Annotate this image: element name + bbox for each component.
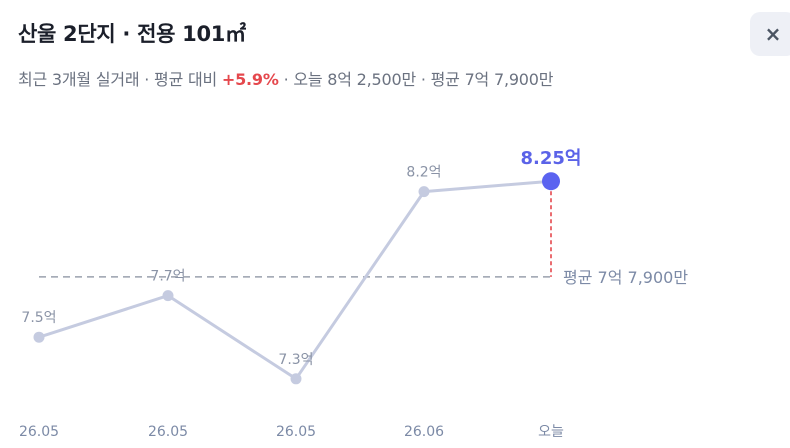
data-point [162, 290, 174, 302]
data-point [290, 373, 302, 385]
series-line [37, 179, 553, 381]
data-label: 7.3억 [278, 352, 313, 368]
change-percent: +5.9% [221, 70, 279, 89]
page-title: 산울 2단지 · 전용 101㎡ [18, 22, 246, 46]
x-tick-label: 26.05 [19, 424, 59, 440]
x-tick-label: 오늘 [538, 424, 564, 440]
x-tick-label: 26.06 [404, 424, 444, 440]
data-label: 7.5억 [21, 310, 56, 326]
data-point [418, 186, 430, 198]
subtitle-prefix: 최근 3개월 실거래 · 평균 대비 [18, 70, 222, 89]
x-tick-label: 26.05 [148, 424, 188, 440]
data-label: 7.7억 [150, 269, 185, 285]
data-point [33, 331, 45, 343]
close-icon: × [764, 22, 782, 46]
highlight-point [542, 172, 560, 191]
average-label: 평균 7억 7,900만 [563, 268, 688, 287]
subtitle: 최근 3개월 실거래 · 평균 대비 +5.9% · 오늘 8억 2,500만 … [18, 66, 553, 90]
close-button[interactable]: × [750, 12, 790, 56]
highlight-value-label: 8.25억 [521, 148, 582, 169]
x-tick-label: 26.05 [276, 424, 316, 440]
data-label: 8.2억 [406, 165, 441, 181]
subtitle-suffix: · 오늘 8억 2,500만 · 평균 7억 7,900만 [278, 70, 554, 89]
